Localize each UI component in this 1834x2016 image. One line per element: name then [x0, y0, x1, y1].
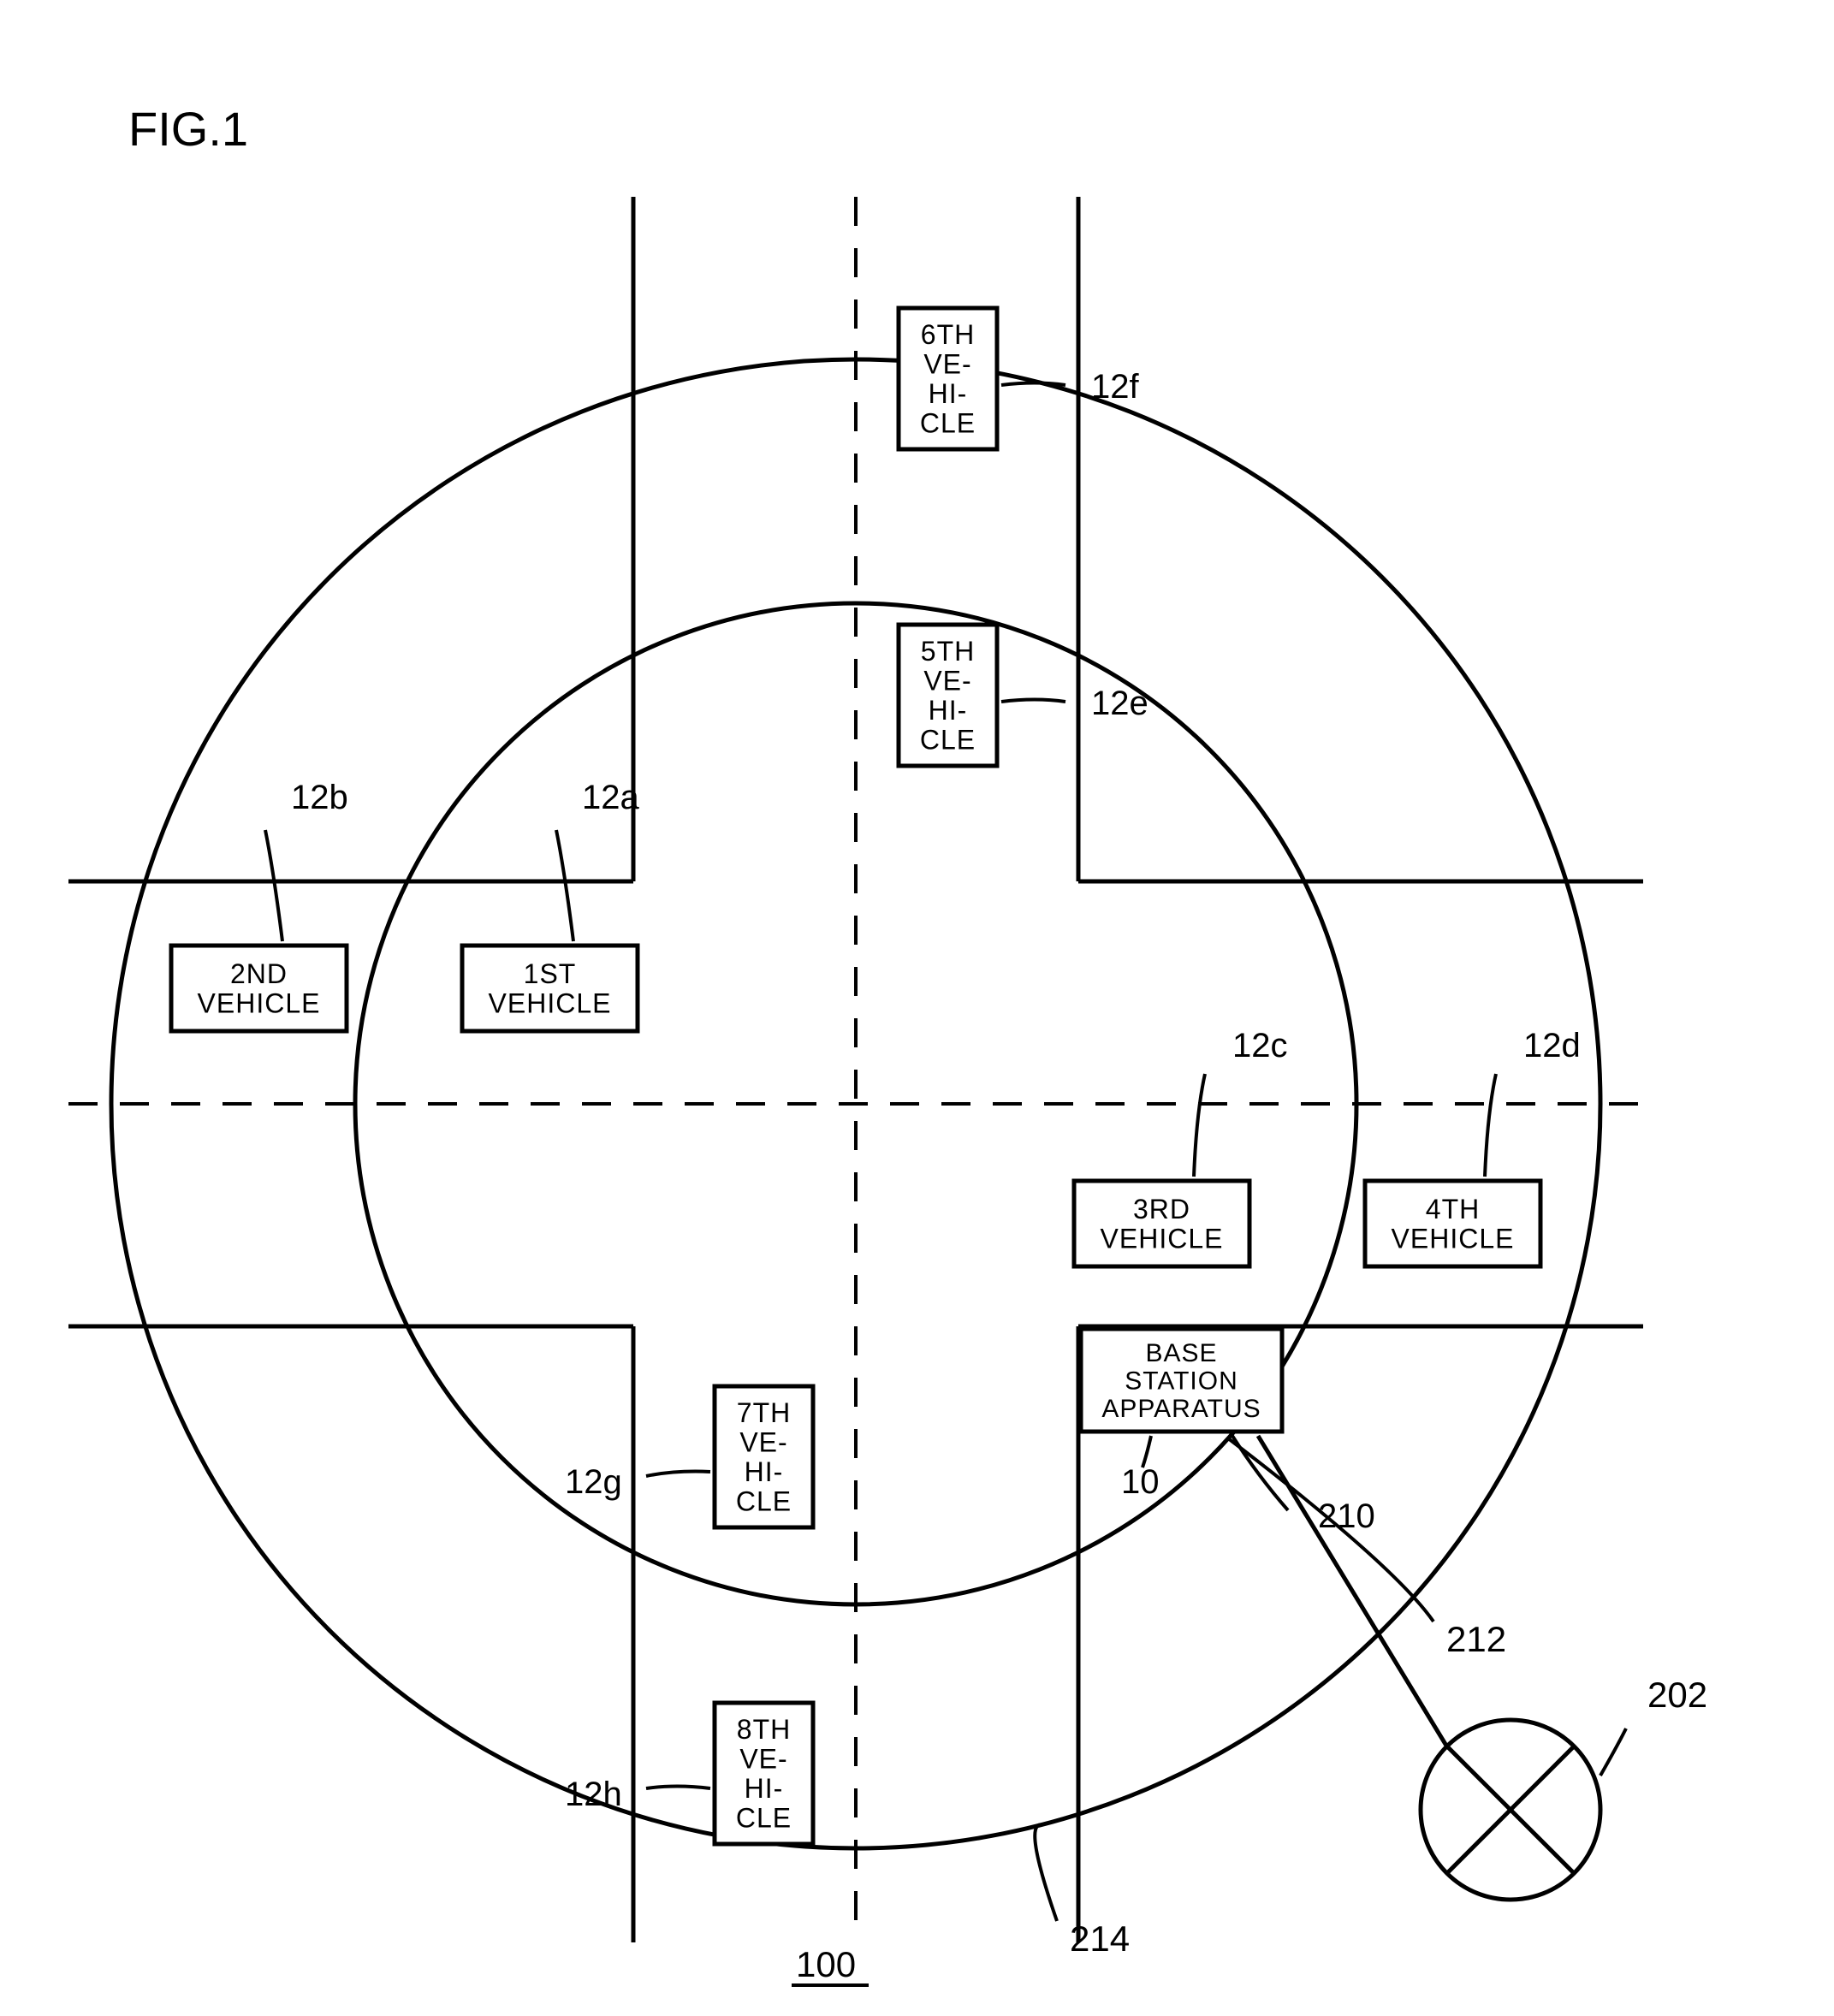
ref-label-12a: 12a: [582, 779, 639, 816]
box-label-v8-line1: VE-: [739, 1743, 787, 1774]
box-label-v8-line0: 8TH: [737, 1714, 791, 1745]
box-label-bsa-line2: APPARATUS: [1101, 1395, 1261, 1423]
box-label-v3-line1: VEHICLE: [1101, 1223, 1224, 1254]
box-label-v7-line2: HI-: [745, 1456, 784, 1487]
box-label-v5-line2: HI-: [929, 695, 968, 726]
figure-label: FIG.1: [128, 102, 248, 156]
box-label-v6-line2: HI-: [929, 378, 968, 409]
ref-label-12f: 12f: [1091, 368, 1139, 406]
box-label-v8-line2: HI-: [745, 1773, 784, 1804]
box-label-bsa-line0: BASE: [1145, 1339, 1217, 1367]
ref-label-10: 10: [1121, 1463, 1160, 1501]
box-label-v4-line1: VEHICLE: [1392, 1223, 1515, 1254]
box-label-v5-line3: CLE: [920, 725, 976, 756]
box-label-v1-line0: 1ST: [524, 958, 577, 989]
box-label-v5-line0: 5TH: [921, 636, 975, 667]
box-label-v2-line1: VEHICLE: [198, 987, 321, 1018]
box-label-v7-line3: CLE: [736, 1486, 792, 1517]
ref-label-214: 214: [1070, 1918, 1130, 1959]
box-label-bsa-line1: STATION: [1125, 1367, 1238, 1396]
box-label-v2-line0: 2ND: [230, 958, 288, 989]
box-label-v8-line3: CLE: [736, 1803, 792, 1834]
ref-label-12e: 12e: [1091, 685, 1148, 722]
box-label-v6-line0: 6TH: [921, 319, 975, 350]
ref-label-12h: 12h: [565, 1776, 622, 1813]
box-label-v7-line1: VE-: [739, 1426, 787, 1457]
box-label-v4-line0: 4TH: [1426, 1194, 1480, 1224]
ref-label-12c: 12c: [1232, 1027, 1288, 1064]
ref-label-202: 202: [1647, 1675, 1707, 1715]
box-label-v5-line1: VE-: [923, 665, 971, 696]
ref-label-12g: 12g: [565, 1463, 622, 1501]
ref-label-210: 210: [1318, 1497, 1375, 1535]
ref-label-212: 212: [1446, 1619, 1506, 1659]
ref-label-12d: 12d: [1523, 1027, 1581, 1064]
box-label-v6-line3: CLE: [920, 408, 976, 439]
box-label-v7-line0: 7TH: [737, 1397, 791, 1428]
ref-label-12b: 12b: [291, 779, 348, 816]
ref-label-100: 100: [796, 1944, 856, 1984]
box-label-v3-line0: 3RD: [1133, 1194, 1190, 1224]
box-label-v6-line1: VE-: [923, 348, 971, 379]
box-label-v1-line1: VEHICLE: [489, 987, 612, 1018]
